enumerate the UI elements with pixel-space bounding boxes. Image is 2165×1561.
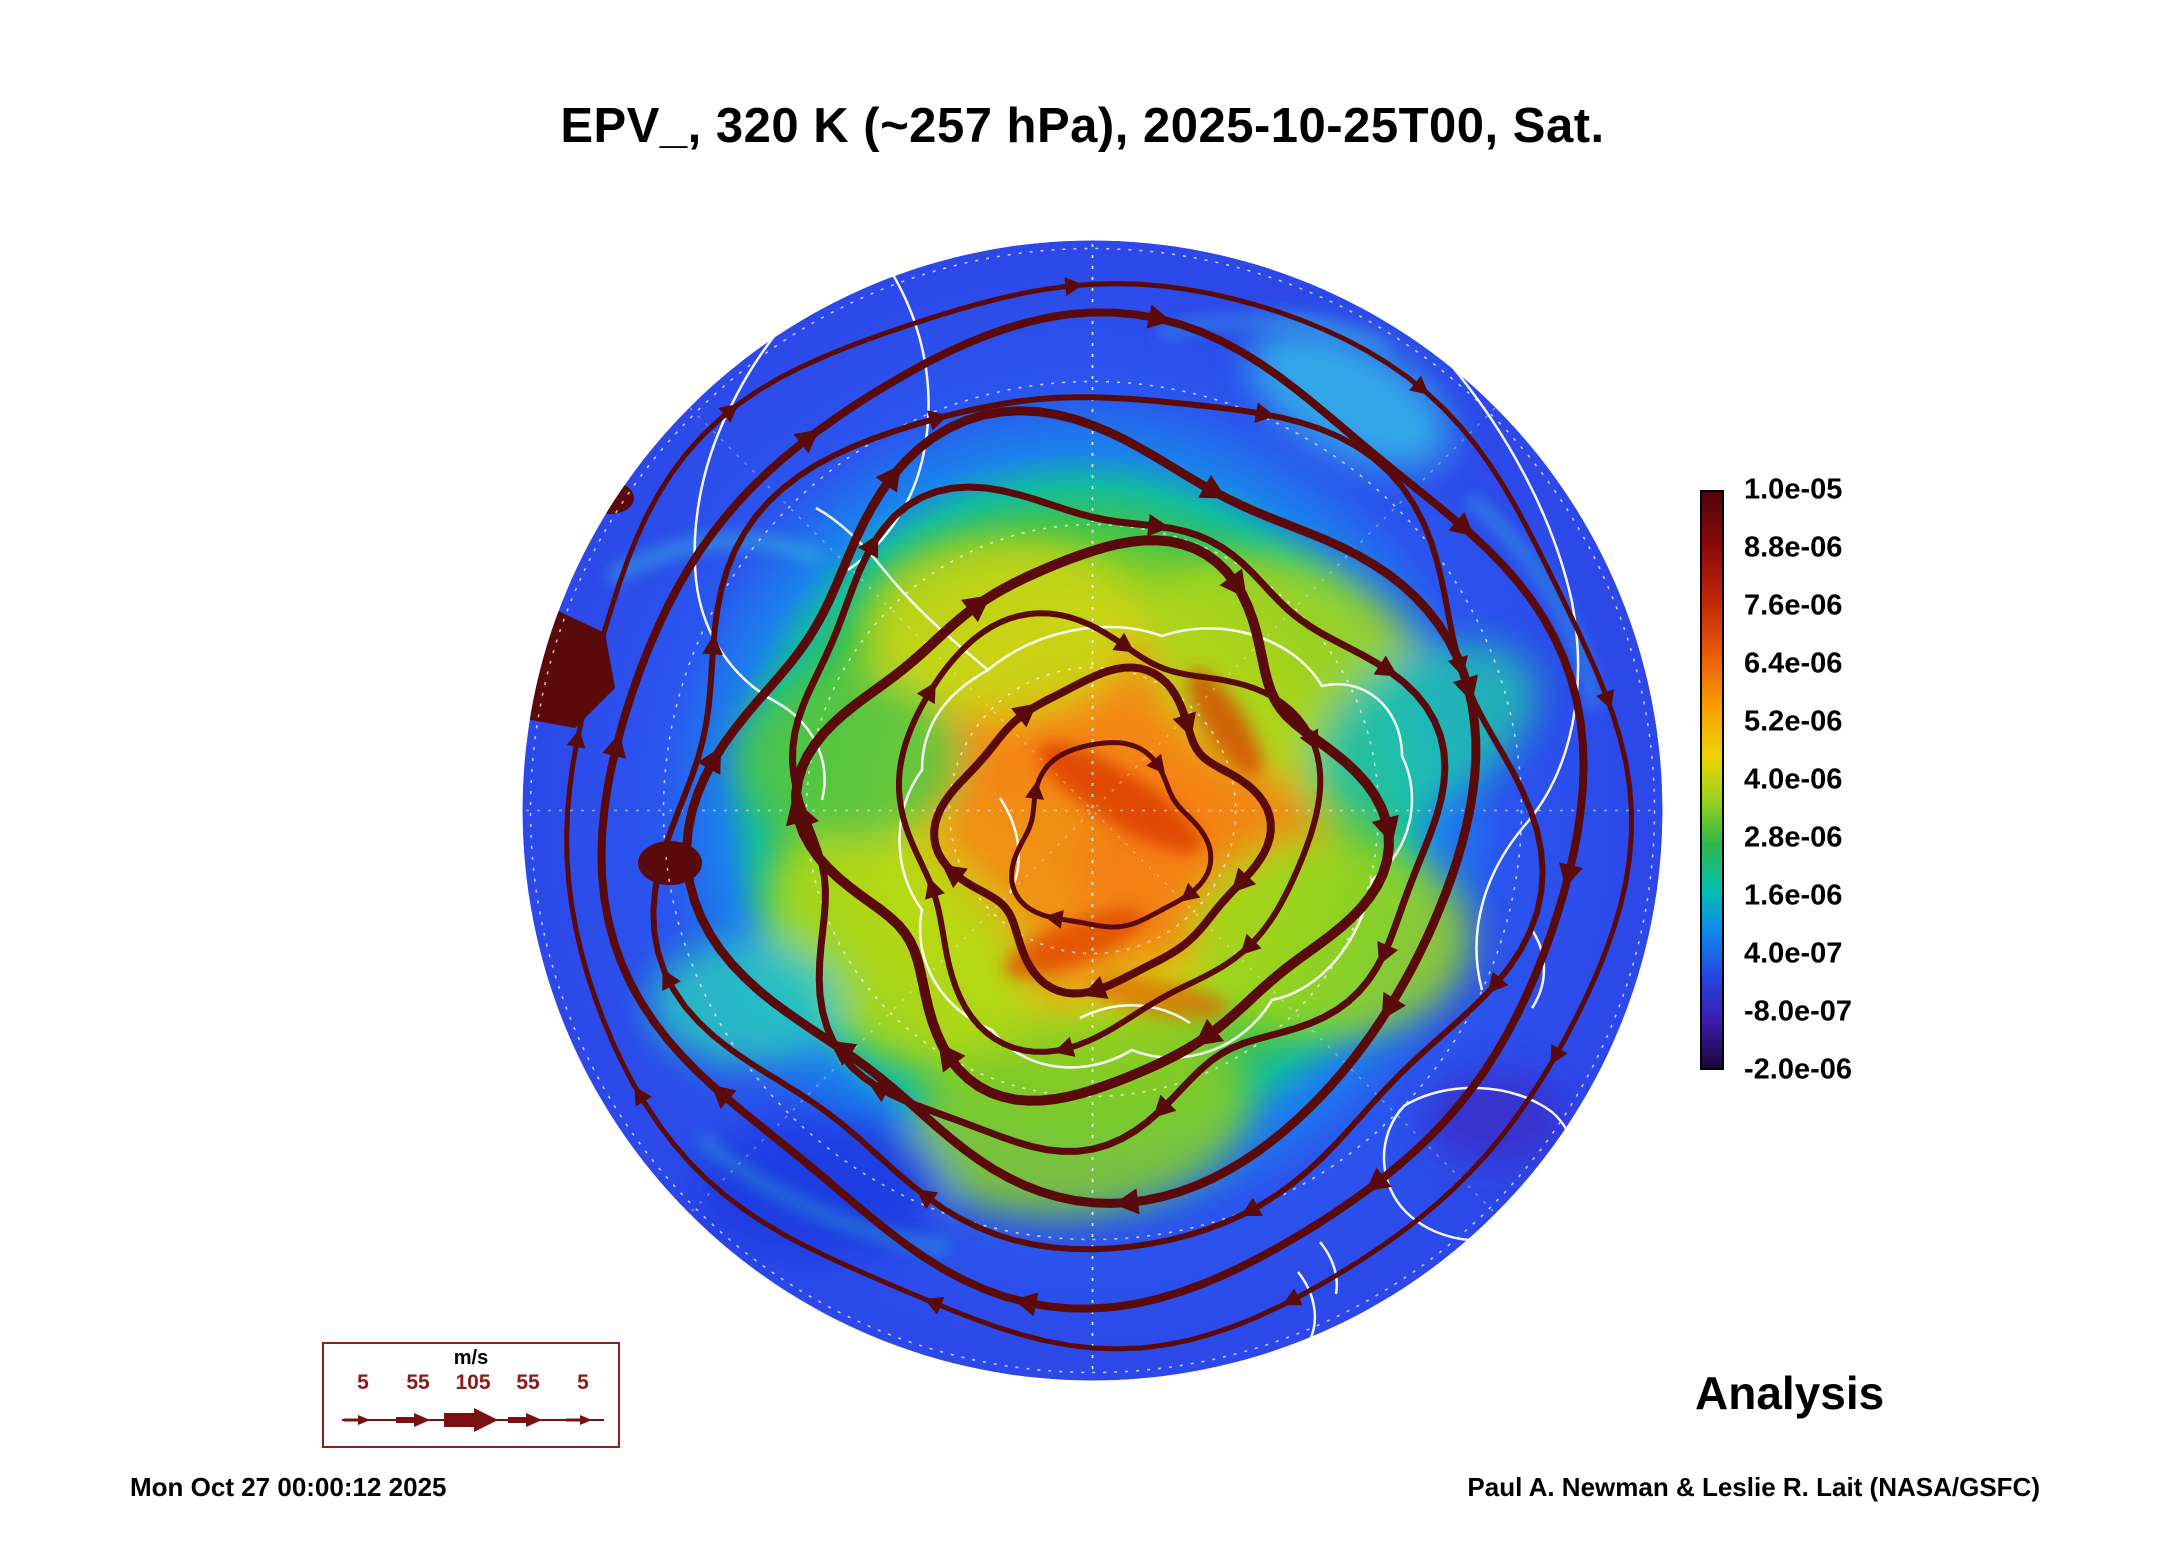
credit-line: Paul A. Newman & Leslie R. Lait (NASA/GS… [1467,1472,2040,1502]
wind-streamlines [564,277,1634,1352]
wind-arrow-scale-icon [342,1408,604,1432]
polar-map [520,238,1665,1383]
epv-field-streaks [607,316,1600,1253]
wind-tick-label: 55 [516,1371,540,1394]
colorbar-tick-label: 7.6e-06 [1744,589,1843,622]
coastline-antarctic-peninsula [815,506,989,671]
plot-title: EPV_, 320 K (~257 hPa), 2025-10-25T00, S… [560,99,1605,153]
colorbar-gradient [1700,490,1724,1070]
coastline-new-zealand [1297,1241,1338,1341]
wind-tick-label: 5 [357,1371,369,1394]
colorbar-tick-label: 5.2e-06 [1744,705,1843,738]
coastline-madagascar [1530,929,1546,1009]
colorbar-tick-label: 1.6e-06 [1744,879,1843,912]
analysis-label: Analysis [1695,1367,1885,1419]
generation-timestamp: Mon Oct 27 00:00:12 2025 [130,1472,447,1502]
colorbar: 1.0e-05 8.8e-06 7.6e-06 6.4e-06 5.2e-06 … [1700,474,1920,1086]
wind-tick-label: 105 [455,1371,491,1394]
epv-map-svg [522,240,1663,1381]
wind-legend-ticks: 5 55 105 55 5 [338,1371,608,1395]
coastline-tasmania [1475,1233,1495,1253]
colorbar-tick-label: 8.8e-06 [1744,531,1843,564]
colorbar-tick-label: 4.0e-06 [1744,763,1843,796]
colorbar-tick-label: -8.0e-07 [1744,995,1853,1028]
wind-legend-units-label: m/s [453,1347,489,1369]
colorbar-tick-label: -2.0e-06 [1744,1053,1853,1086]
wind-tick-label: 55 [406,1371,430,1394]
colorbar-tick-label: 1.0e-05 [1744,473,1843,506]
colorbar-tick-label: 2.8e-06 [1744,821,1843,854]
wind-speed-legend: m/s 5 55 105 55 5 [322,1342,620,1448]
coastline-antarctica [898,625,1414,1069]
colorbar-tick-label: 4.0e-07 [1744,937,1843,970]
colorbar-tick-label: 6.4e-06 [1744,647,1843,680]
wind-tick-label: 5 [577,1371,589,1394]
colorbar-tick-labels: 1.0e-05 8.8e-06 7.6e-06 6.4e-06 5.2e-06 … [1744,474,1914,1086]
